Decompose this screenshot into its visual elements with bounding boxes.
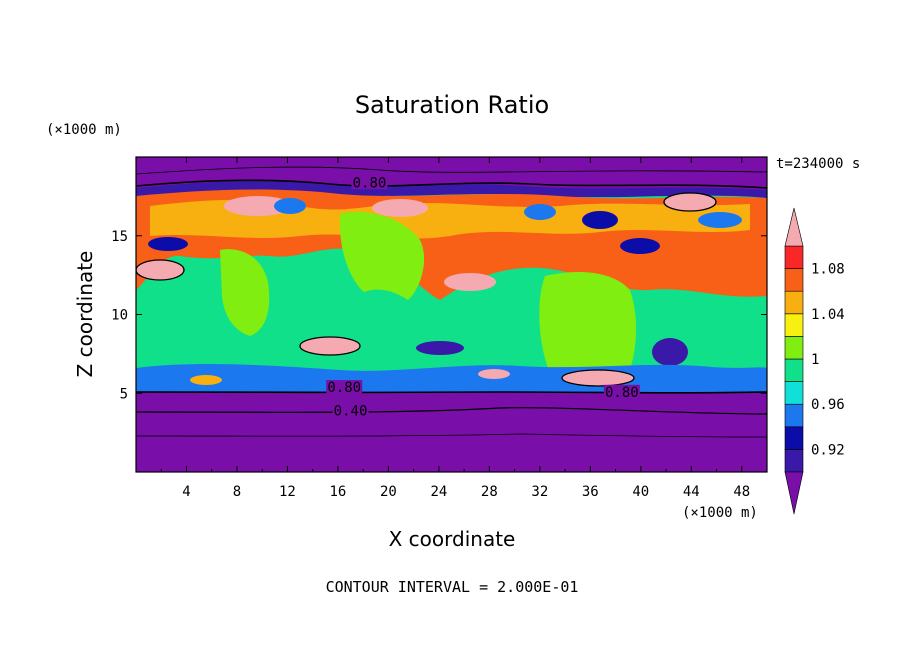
contour-label-bg bbox=[326, 380, 363, 395]
y-tick-label: 5 bbox=[120, 386, 128, 402]
colorbar-band bbox=[784, 358, 804, 382]
x-axis: 4 8 12 16 20 24 28 32 36 40 44 48 bbox=[160, 157, 750, 500]
contour-line bbox=[299, 336, 361, 356]
colorbar-extend-top bbox=[784, 207, 804, 247]
contour-label-bg bbox=[351, 175, 388, 190]
colorbar-band bbox=[784, 245, 804, 269]
y-axis-label: Z coordinate bbox=[73, 251, 97, 378]
colorbar-band bbox=[784, 381, 804, 405]
colorbar-band bbox=[784, 336, 804, 360]
y-axis-unit: (×1000 m) bbox=[46, 122, 122, 138]
patch bbox=[224, 196, 292, 216]
x-tick-label: 12 bbox=[279, 484, 296, 500]
x-tick-label: 44 bbox=[683, 484, 700, 500]
updraft bbox=[220, 249, 270, 336]
x-tick-label: 20 bbox=[380, 484, 397, 500]
x-tick-label: 40 bbox=[632, 484, 649, 500]
contour-label: 0.80 bbox=[353, 175, 387, 191]
patch bbox=[620, 238, 660, 254]
colorbar-band bbox=[784, 449, 804, 473]
contour-line bbox=[136, 179, 767, 189]
patch bbox=[148, 237, 188, 251]
saturation-field bbox=[136, 157, 767, 472]
contour-line bbox=[663, 192, 717, 212]
patch bbox=[664, 193, 716, 211]
patch bbox=[582, 211, 618, 229]
x-tick-label: 36 bbox=[582, 484, 599, 500]
y-tick-label: 10 bbox=[111, 308, 128, 324]
lower-dry bbox=[136, 392, 767, 472]
patch bbox=[300, 337, 360, 355]
colorbar-label: 1.08 bbox=[811, 262, 845, 278]
colorbar: 1.08 1.04 1 0.96 0.92 bbox=[784, 207, 845, 515]
updraft bbox=[339, 211, 425, 300]
patch bbox=[190, 375, 222, 385]
x-tick-label: 28 bbox=[481, 484, 498, 500]
colorbar-band bbox=[784, 403, 804, 428]
contour-interval-footer: CONTOUR INTERVAL = 2.000E-01 bbox=[326, 578, 579, 596]
contour-line bbox=[136, 166, 767, 175]
patch bbox=[562, 370, 634, 386]
colorbar-band bbox=[784, 268, 804, 292]
contour-label: 0.80 bbox=[327, 380, 361, 396]
contour-line bbox=[136, 259, 185, 281]
contour-line bbox=[561, 369, 635, 387]
patch bbox=[372, 199, 428, 217]
patch bbox=[698, 212, 742, 228]
x-axis-unit: (×1000 m) bbox=[682, 505, 758, 521]
contour-label-bg bbox=[603, 384, 640, 399]
chart-title: Saturation Ratio bbox=[355, 91, 549, 119]
colorbar-band bbox=[784, 426, 804, 450]
colorbar-label: 0.92 bbox=[811, 442, 845, 458]
y-axis: 5 10 15 bbox=[111, 229, 767, 402]
colorbar-label: 1 bbox=[811, 352, 819, 368]
y-tick-label: 15 bbox=[111, 229, 128, 245]
lower-band bbox=[136, 364, 767, 392]
contour-label: 0.80 bbox=[605, 385, 639, 401]
colorbar-extend-bottom bbox=[784, 471, 804, 515]
x-tick-label: 8 bbox=[233, 484, 241, 500]
contour-labels: 0.80 0.80 0.80 0.40 bbox=[326, 175, 640, 420]
contour-line bbox=[136, 407, 767, 415]
patch bbox=[444, 273, 496, 291]
patch bbox=[524, 204, 556, 220]
colorbar-band bbox=[784, 313, 804, 337]
colorbar-band bbox=[784, 290, 804, 315]
patch bbox=[416, 341, 464, 355]
x-tick-label: 24 bbox=[430, 484, 447, 500]
contour-label-bg bbox=[332, 403, 369, 418]
patch bbox=[652, 338, 688, 366]
contour-line bbox=[136, 391, 767, 394]
x-axis-label: X coordinate bbox=[389, 527, 516, 551]
x-tick-label: 4 bbox=[182, 484, 190, 500]
colorbar-label: 0.96 bbox=[811, 397, 845, 413]
colorbar-label: 1.04 bbox=[811, 307, 845, 323]
patch bbox=[478, 369, 510, 379]
contour-label: 0.40 bbox=[334, 404, 368, 420]
contour-line bbox=[136, 433, 767, 438]
patch bbox=[136, 260, 184, 280]
x-tick-label: 48 bbox=[733, 484, 750, 500]
time-label: t=234000 s bbox=[776, 156, 860, 172]
patch bbox=[274, 198, 306, 214]
x-tick-label: 16 bbox=[329, 484, 346, 500]
updraft bbox=[539, 271, 637, 374]
x-tick-label: 32 bbox=[531, 484, 548, 500]
